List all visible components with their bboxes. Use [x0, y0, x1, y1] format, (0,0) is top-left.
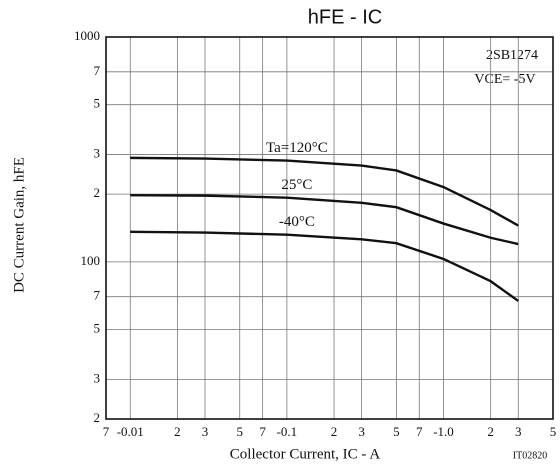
series-label: Ta=120°C	[266, 140, 328, 156]
y-tick-label: 2	[94, 410, 101, 425]
y-tick-label: 2	[94, 185, 101, 200]
annotation: VCE= -5V	[474, 72, 535, 87]
curve	[130, 193, 519, 246]
x-tick-label: -0.1	[277, 424, 298, 439]
y-tick-label: 1000	[74, 28, 100, 43]
curve	[130, 156, 519, 227]
x-tick-label: 7	[103, 424, 110, 439]
x-tick-label: 2	[487, 424, 494, 439]
annotation: 2SB1274	[486, 48, 538, 63]
x-tick-label: 2	[331, 424, 338, 439]
x-tick-label: -1.0	[433, 424, 454, 439]
x-tick-label: 7	[259, 424, 266, 439]
x-tick-label: 5	[393, 424, 400, 439]
y-tick-label: 7	[94, 288, 101, 303]
x-tick-label: 3	[202, 424, 209, 439]
series-label: -40°C	[279, 214, 315, 230]
y-tick-label: 5	[94, 321, 101, 336]
y-axis-label: DC Current Gain, hFE	[11, 157, 27, 293]
x-tick-label: 2	[174, 424, 181, 439]
curve	[130, 230, 519, 302]
y-tick-label: 5	[94, 96, 101, 111]
x-tick-label: 5	[236, 424, 243, 439]
y-tick-label: 100	[81, 253, 101, 268]
plot-frame	[105, 36, 554, 420]
x-axis-label: Collector Current, IC - A	[230, 446, 381, 462]
y-tick-label: 3	[94, 370, 101, 385]
y-tick-label: 7	[94, 63, 101, 78]
x-tick-label: 5	[550, 424, 557, 439]
series-label: 25°C	[281, 177, 312, 193]
x-tick-label: 3	[515, 424, 522, 439]
chart-title: hFE - IC	[308, 6, 382, 28]
annotation: IT02820	[513, 450, 547, 461]
x-tick-label: 3	[358, 424, 365, 439]
x-tick-label: -0.01	[117, 424, 144, 439]
x-tick-label: 7	[416, 424, 423, 439]
y-tick-label: 3	[94, 146, 101, 161]
